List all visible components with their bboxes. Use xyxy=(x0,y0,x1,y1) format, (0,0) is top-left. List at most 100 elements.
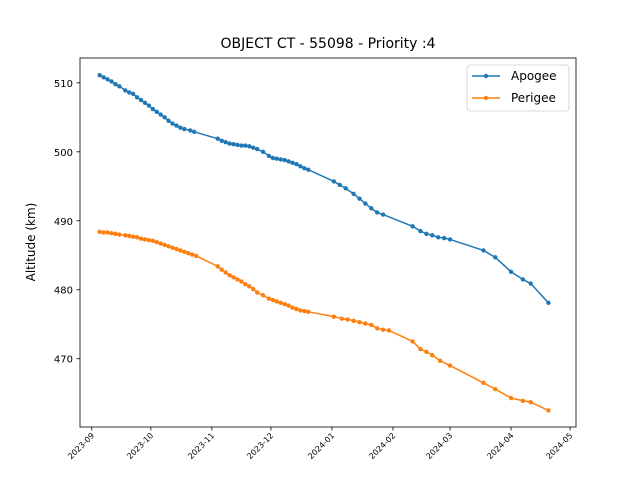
data-point-perigee-67 xyxy=(520,398,526,403)
data-point-apogee-24 xyxy=(215,136,220,141)
data-point-perigee-25 xyxy=(215,264,220,269)
data-point-perigee-9 xyxy=(134,235,140,240)
data-point-perigee-64 xyxy=(481,380,486,386)
data-point-perigee-20 xyxy=(178,248,183,253)
data-point-apogee-11 xyxy=(142,100,148,106)
data-point-apogee-53 xyxy=(369,206,374,211)
data-point-apogee-43 xyxy=(294,162,299,167)
legend-label-apogee: Apogee xyxy=(511,69,557,83)
data-point-perigee-47 xyxy=(306,309,311,315)
data-point-perigee-13 xyxy=(150,238,156,243)
data-point-apogee-1 xyxy=(101,75,106,80)
data-point-perigee-60 xyxy=(424,349,429,355)
data-point-perigee-43 xyxy=(290,305,295,310)
x-tick-label: 2023-10 xyxy=(125,431,155,461)
data-point-apogee-8 xyxy=(130,91,136,97)
legend-marker-perigee xyxy=(483,95,489,101)
y-axis: 470 480 490 500 510 xyxy=(54,79,80,366)
data-point-apogee-14 xyxy=(154,109,159,115)
data-point-apogee-56 xyxy=(410,224,415,229)
y-tick-label: 510 xyxy=(54,79,73,90)
data-point-perigee-63 xyxy=(447,363,453,368)
data-point-perigee-26 xyxy=(219,267,224,272)
data-point-perigee-11 xyxy=(142,237,148,242)
data-point-apogee-17 xyxy=(166,118,171,123)
data-point-perigee-51 xyxy=(351,318,356,323)
data-point-apogee-40 xyxy=(282,157,287,163)
data-point-apogee-22 xyxy=(188,128,193,133)
data-point-perigee-7 xyxy=(127,233,132,239)
data-point-apogee-12 xyxy=(146,103,152,108)
data-point-perigee-59 xyxy=(418,346,423,352)
data-point-apogee-3 xyxy=(109,79,114,84)
x-tick-label: 2023-12 xyxy=(245,431,275,461)
y-tick-label: 490 xyxy=(54,217,73,228)
data-point-apogee-44 xyxy=(298,164,303,169)
data-point-perigee-62 xyxy=(437,358,443,363)
data-point-apogee-37 xyxy=(270,155,276,161)
data-point-apogee-45 xyxy=(302,166,307,171)
data-point-apogee-62 xyxy=(447,237,453,242)
data-point-apogee-33 xyxy=(251,145,256,150)
x-tick-label: 2023-09 xyxy=(66,431,96,461)
data-point-apogee-64 xyxy=(493,255,498,260)
data-point-apogee-32 xyxy=(247,144,252,149)
data-point-apogee-26 xyxy=(223,139,228,145)
series-line-perigee xyxy=(99,231,549,412)
plot-frame xyxy=(79,57,577,428)
y-tick-label: 480 xyxy=(54,286,73,297)
data-point-apogee-30 xyxy=(239,143,244,148)
data-point-apogee-29 xyxy=(235,142,240,148)
data-point-perigee-5 xyxy=(117,232,122,237)
data-point-perigee-45 xyxy=(298,308,303,313)
data-point-apogee-19 xyxy=(174,123,179,128)
data-point-perigee-37 xyxy=(266,296,272,301)
data-point-apogee-35 xyxy=(260,149,266,154)
data-point-perigee-19 xyxy=(174,246,179,252)
data-point-perigee-29 xyxy=(231,275,236,280)
data-point-apogee-60 xyxy=(436,235,441,240)
data-point-apogee-13 xyxy=(150,106,156,112)
data-point-apogee-5 xyxy=(117,84,122,89)
data-point-perigee-10 xyxy=(138,236,144,241)
data-point-perigee-44 xyxy=(294,306,299,312)
data-point-perigee-28 xyxy=(227,273,232,278)
x-tick-label: 2023-11 xyxy=(186,431,216,461)
data-point-perigee-66 xyxy=(508,395,514,401)
data-point-apogee-42 xyxy=(290,160,295,166)
data-point-apogee-65 xyxy=(508,269,514,275)
data-point-perigee-42 xyxy=(286,303,291,308)
data-point-perigee-0 xyxy=(97,229,102,235)
data-point-apogee-46 xyxy=(306,167,311,172)
legend-label-perigee: Perigee xyxy=(511,91,556,105)
data-point-apogee-9 xyxy=(134,95,140,100)
legend: Apogee Perigee xyxy=(466,64,570,112)
data-point-apogee-58 xyxy=(424,231,429,237)
data-point-perigee-54 xyxy=(369,322,374,328)
data-point-apogee-2 xyxy=(105,77,110,82)
data-point-perigee-23 xyxy=(189,252,195,257)
legend-marker-apogee xyxy=(483,73,489,79)
data-point-perigee-35 xyxy=(254,290,260,295)
data-point-perigee-32 xyxy=(243,282,248,287)
data-point-apogee-6 xyxy=(123,88,128,93)
data-point-apogee-34 xyxy=(254,146,260,152)
data-point-perigee-48 xyxy=(331,314,337,319)
data-point-perigee-57 xyxy=(386,328,392,333)
data-point-perigee-40 xyxy=(278,300,283,306)
data-point-perigee-17 xyxy=(166,244,171,249)
data-point-apogee-25 xyxy=(219,138,224,143)
data-point-perigee-24 xyxy=(193,253,199,259)
data-point-apogee-4 xyxy=(113,82,118,87)
data-point-perigee-14 xyxy=(154,239,159,245)
y-axis-label: Altitude (km) xyxy=(24,203,38,282)
data-point-apogee-50 xyxy=(351,191,356,197)
data-point-perigee-38 xyxy=(270,297,276,303)
data-point-perigee-46 xyxy=(302,308,307,314)
data-point-perigee-18 xyxy=(170,245,175,250)
data-point-apogee-52 xyxy=(363,201,368,206)
data-point-perigee-21 xyxy=(182,249,187,255)
data-point-apogee-51 xyxy=(357,196,362,201)
data-point-perigee-8 xyxy=(130,234,136,239)
data-point-perigee-12 xyxy=(146,237,152,243)
